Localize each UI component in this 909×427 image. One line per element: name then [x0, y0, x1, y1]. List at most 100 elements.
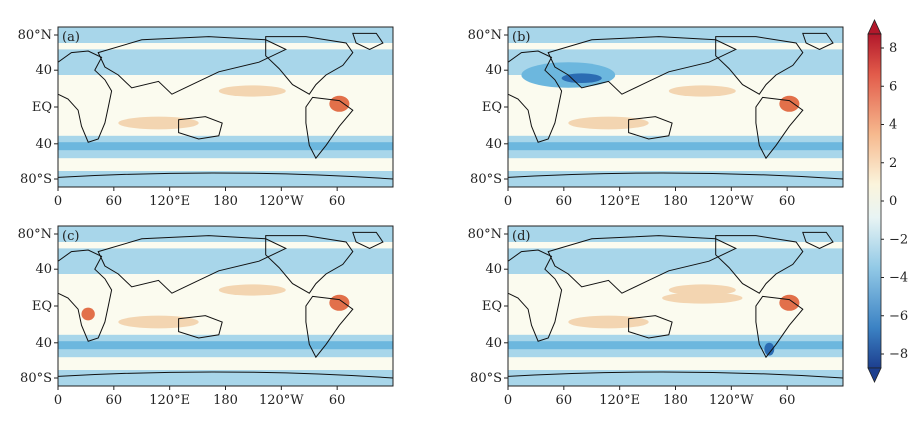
coastline	[508, 50, 563, 143]
coastline	[265, 235, 354, 294]
coastline	[58, 249, 113, 342]
anomaly-band	[58, 142, 393, 151]
strong-positive-anomaly	[329, 294, 350, 311]
colorbar-tick-label: 0	[889, 194, 897, 209]
y-tick-label: 80°N	[18, 227, 52, 242]
y-tick-label: 40	[485, 336, 502, 351]
colorbar-tick-label: −2	[889, 232, 908, 247]
panel-label: (d)	[512, 229, 530, 244]
y-tick-label: 80°S	[20, 371, 52, 386]
coastline	[508, 249, 563, 342]
coastline	[305, 295, 354, 359]
y-tick-label: 40	[35, 336, 52, 351]
x-tick-label: 60	[106, 393, 123, 408]
coastline	[178, 315, 223, 339]
colorbar-bottom-arrow	[867, 367, 882, 383]
coastline	[802, 231, 834, 249]
y-tick-label: 80°S	[470, 172, 502, 187]
x-tick-label: 120°E	[599, 194, 640, 209]
y-tick-label: EQ	[32, 100, 52, 115]
anomaly-band	[508, 142, 843, 151]
positive-anomaly	[662, 292, 743, 304]
x-tick-label: 60	[556, 194, 573, 209]
y-tick-label: 40	[35, 137, 52, 152]
panel-label: (b)	[512, 30, 530, 45]
coastline	[547, 36, 737, 95]
anomaly-band	[58, 248, 393, 274]
positive-anomaly	[668, 284, 736, 296]
coastline	[508, 371, 843, 379]
x-tick-label: 120°E	[599, 393, 640, 408]
coastline	[265, 36, 354, 95]
coastline	[755, 295, 804, 359]
coastline	[97, 235, 287, 294]
x-tick-label: 0	[54, 393, 62, 408]
colorbar-scale	[867, 33, 882, 369]
y-tick-label: EQ	[32, 299, 52, 314]
x-tick-label: 120°W	[259, 194, 304, 209]
strong-negative-anomaly	[764, 342, 775, 356]
x-tick-label: 120°W	[709, 393, 754, 408]
y-tick-label: 80°N	[468, 28, 502, 43]
anomaly-band	[508, 248, 843, 274]
coastline	[352, 231, 384, 249]
x-tick-label: 0	[504, 194, 512, 209]
panel-label: (a)	[62, 30, 80, 45]
anomaly-band	[58, 27, 393, 43]
coastline	[508, 172, 843, 180]
coastline	[802, 32, 834, 50]
anomaly-band	[58, 226, 393, 242]
colorbar: 8 6 4 2 0 −2 −4 −6 −8	[867, 19, 908, 383]
x-tick-label: 180	[663, 194, 688, 209]
y-tick-label: 40	[35, 262, 52, 277]
y-tick-label: EQ	[482, 100, 502, 115]
x-tick-label: 180	[213, 194, 238, 209]
strong-positive-anomaly	[81, 307, 95, 321]
strong-positive-anomaly	[779, 95, 800, 112]
x-tick-label: 0	[54, 194, 62, 209]
colorbar-tick-label: −4	[889, 271, 908, 286]
y-tick-label: 80°N	[18, 28, 52, 43]
coastline	[628, 315, 673, 339]
x-tick-label: 0	[504, 393, 512, 408]
x-tick-label: 120°E	[149, 393, 190, 408]
y-tick-label: 80°S	[20, 172, 52, 187]
coastline	[352, 32, 384, 50]
strong-negative-anomaly	[561, 73, 602, 83]
coastline	[58, 172, 393, 180]
colorbar-tick-label: 4	[889, 118, 897, 133]
positive-anomaly	[218, 85, 286, 97]
coastline	[547, 235, 737, 294]
x-tick-label: 120°W	[709, 194, 754, 209]
panel-a: (a) 0 60 120°E 180 120°W 60 80°N 40 EQ 40 80°S	[18, 26, 394, 209]
x-tick-label: 120°E	[149, 194, 190, 209]
panel-c: (c) 0 60 120°E 180 120°W 60 80°N 40 EQ 40 80°S	[18, 225, 394, 408]
y-tick-label: 40	[35, 63, 52, 78]
x-tick-label: 60	[779, 194, 796, 209]
colorbar-tick-label: −6	[889, 309, 908, 324]
coastline	[305, 96, 354, 160]
x-tick-label: 60	[556, 393, 573, 408]
coastline	[58, 50, 113, 143]
x-tick-label: 120°W	[259, 393, 304, 408]
y-tick-label: 80°N	[468, 227, 502, 242]
coastline	[755, 96, 804, 160]
panel-d: (d) 0 60 120°E 180 120°W 60 80°N 40 EQ 40 80°S	[468, 225, 844, 408]
positive-anomaly	[218, 284, 286, 296]
y-tick-label: 40	[485, 137, 502, 152]
colorbar-tick-label: 8	[889, 41, 897, 56]
anomaly-band	[58, 49, 393, 75]
x-tick-label: 60	[329, 393, 346, 408]
x-tick-label: 60	[329, 194, 346, 209]
coastline	[715, 36, 804, 95]
positive-anomaly	[668, 85, 736, 97]
x-tick-label: 180	[213, 393, 238, 408]
coastline	[715, 235, 804, 294]
y-tick-label: EQ	[482, 299, 502, 314]
panel-label: (c)	[62, 229, 79, 244]
colorbar-top-arrow	[867, 19, 882, 35]
anomaly-band	[508, 341, 843, 350]
x-tick-label: 180	[663, 393, 688, 408]
colorbar-tick-label: 6	[889, 79, 897, 94]
